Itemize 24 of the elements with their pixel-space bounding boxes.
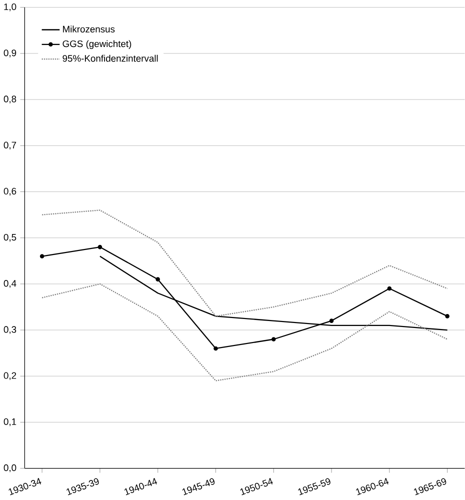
y-tick-label: 0,5 bbox=[4, 234, 16, 242]
y-tick-label: 0,2 bbox=[4, 372, 16, 380]
y-tick-label: 0,6 bbox=[4, 188, 16, 196]
point bbox=[98, 244, 102, 250]
y-tick-label: 1,0 bbox=[4, 3, 16, 12]
point bbox=[387, 286, 392, 291]
point bbox=[329, 318, 334, 323]
y-tick-label: 0,7 bbox=[4, 142, 16, 150]
line-series bbox=[41, 210, 448, 317]
point bbox=[156, 277, 160, 282]
y-tick-label: 0,3 bbox=[4, 326, 16, 334]
point bbox=[40, 254, 44, 258]
line-series bbox=[41, 283, 448, 382]
point bbox=[445, 314, 450, 318]
y-tick-label: 0,1 bbox=[4, 418, 16, 426]
point bbox=[214, 346, 218, 351]
point bbox=[271, 337, 276, 342]
legend-label: 95%-Konfidenzintervall bbox=[62, 54, 158, 62]
y-tick-label: 0,0 bbox=[4, 464, 16, 472]
legend-label: Mikrozensus bbox=[63, 26, 115, 32]
legend-label: GGS (gewichtet) bbox=[62, 40, 132, 49]
y-tick-label: 0,4 bbox=[4, 280, 16, 288]
y-tick-label: 0,9 bbox=[4, 50, 16, 58]
y-tick-label: 0,8 bbox=[4, 96, 16, 104]
